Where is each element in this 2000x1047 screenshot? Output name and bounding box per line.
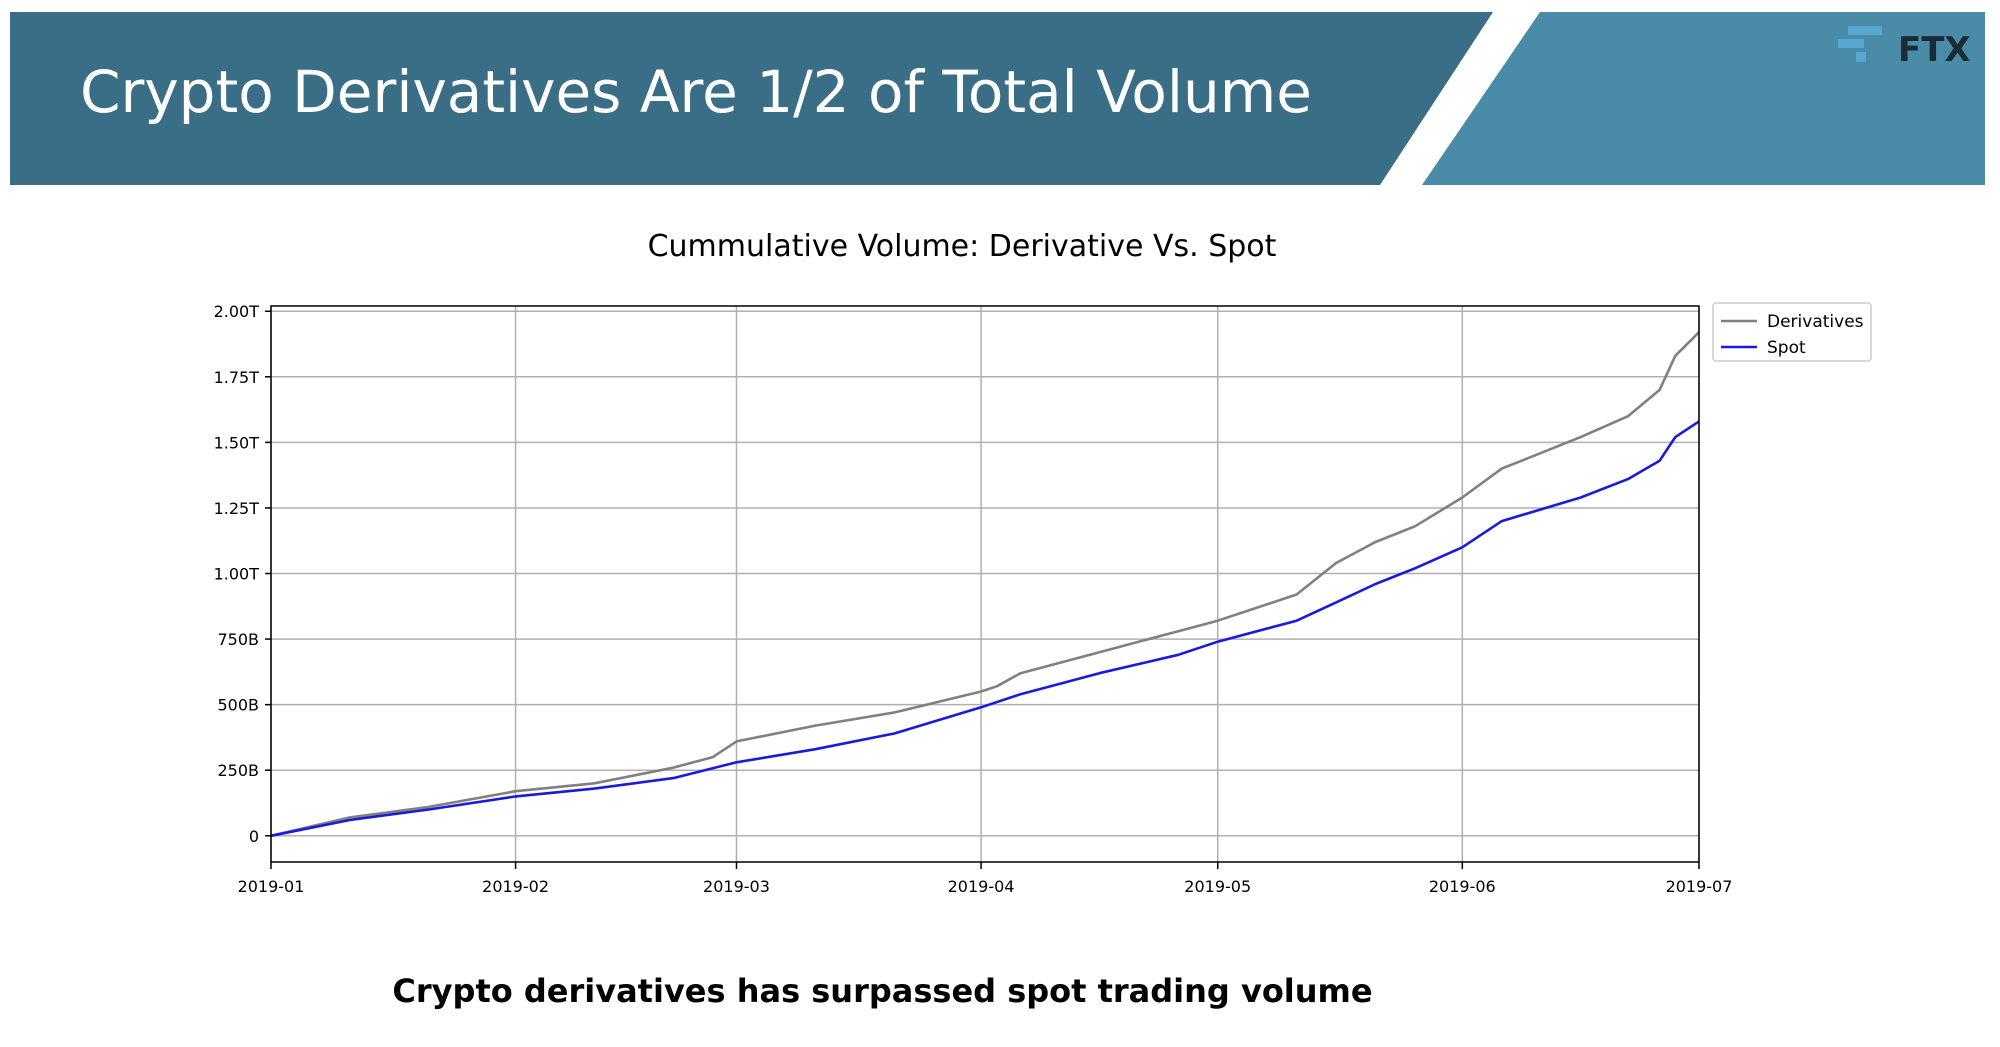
y-tick-label: 1.00T bbox=[214, 565, 260, 584]
y-tick-label: 250B bbox=[217, 761, 259, 780]
series-lines bbox=[270, 331, 1700, 838]
ftx-logo: FTX bbox=[1838, 26, 1978, 70]
series-line-spot bbox=[270, 420, 1700, 838]
x-tick-label: 2019-07 bbox=[1666, 877, 1733, 896]
plot-frame bbox=[270, 305, 1700, 863]
y-tick-label: 1.75T bbox=[214, 368, 260, 387]
axis-ticks: 0 250B 500B 750B 1.00T 1.25T 1.50T 1.75T 2.00T 20… bbox=[214, 302, 1733, 896]
header-banner bbox=[10, 12, 1985, 185]
legend-label: Derivatives bbox=[1767, 312, 1864, 332]
y-tick-label: 500B bbox=[217, 696, 259, 715]
x-tick-label: 2019-02 bbox=[482, 877, 549, 896]
x-tick-label: 2019-03 bbox=[703, 877, 770, 896]
legend-label: Spot bbox=[1767, 338, 1806, 358]
y-tick-label: 1.25T bbox=[214, 499, 260, 518]
series-line-derivatives bbox=[270, 331, 1700, 838]
y-tick-label: 1.50T bbox=[214, 433, 260, 452]
x-tick-label: 2019-01 bbox=[238, 877, 305, 896]
slide-title: Crypto Derivatives Are 1/2 of Total Volu… bbox=[80, 58, 1312, 126]
banner-dark-band bbox=[10, 12, 1493, 185]
chart-title: Cummulative Volume: Derivative Vs. Spot bbox=[648, 229, 1277, 264]
x-tick-label: 2019-05 bbox=[1184, 877, 1251, 896]
legend: Derivatives Spot bbox=[1712, 302, 1872, 362]
cumulative-volume-chart: Cummulative Volume: Derivative Vs. Spot … bbox=[214, 229, 1872, 896]
banner-light-band bbox=[1422, 12, 1985, 185]
x-tick-label: 2019-04 bbox=[948, 877, 1015, 896]
grid-lines bbox=[270, 306, 1700, 862]
ftx-logo-icon bbox=[1838, 26, 1882, 62]
y-tick-label: 750B bbox=[217, 630, 259, 649]
x-tick-label: 2019-06 bbox=[1429, 877, 1496, 896]
slide-caption: Crypto derivatives has surpassed spot tr… bbox=[392, 972, 1373, 1010]
y-tick-label: 2.00T bbox=[214, 302, 260, 321]
y-tick-label: 0 bbox=[249, 827, 259, 846]
logo-text: FTX bbox=[1898, 30, 1971, 70]
